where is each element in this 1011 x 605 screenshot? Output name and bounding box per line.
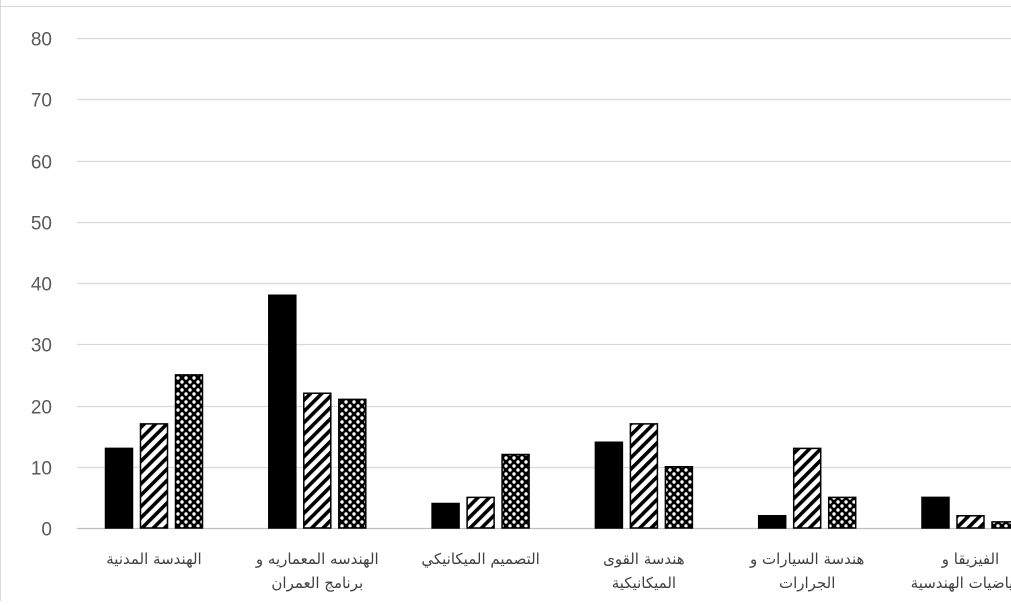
bars [106,295,1011,528]
bar [992,522,1011,528]
x-category-label: هندسة القوى [603,550,685,568]
x-category-label: الفيزيقا و [941,550,999,568]
bar [794,448,821,528]
y-tick-label: 20 [31,398,52,419]
y-axis-tick-labels: 0 10 20 30 40 50 60 70 80 [31,30,52,541]
y-tick-label: 80 [31,30,52,51]
bar [106,448,133,528]
y-tick-label: 70 [31,91,52,112]
x-category-label: الميكانيكية [612,574,676,592]
x-category-label: برنامج العمران [271,574,363,592]
bar [630,424,657,528]
x-category-label: الرياضيات الهندسية [911,574,1011,592]
bar [467,497,494,528]
x-category-label: التصميم الميكانيكي [421,550,540,569]
bar [665,467,692,528]
bar [957,516,984,528]
y-tick-label: 50 [31,214,52,235]
bar [432,504,459,529]
bar [759,516,786,528]
bar [502,455,529,529]
y-tick-label: 0 [41,520,52,541]
y-tick-label: 60 [31,153,52,174]
bar [339,399,366,528]
y-tick-label: 30 [31,336,52,357]
bar [829,497,856,528]
y-tick-label: 40 [31,275,52,296]
gridlines [77,39,1011,529]
x-category-label: الهندسة المدنية [106,550,201,568]
x-axis-category-labels: الهندسة المدنية الهندسه المعماريه و برنامج… [106,550,1011,592]
x-category-label: الجرارات [779,574,835,592]
bar [922,497,949,528]
y-tick-label: 10 [31,459,52,480]
bar [595,442,622,528]
x-category-label: هندسة السيارات و [749,550,865,568]
bar [269,295,296,528]
bar [141,424,168,528]
bar [176,375,203,528]
x-category-label: الهندسه المعماريه و [255,550,379,568]
bar [304,393,331,528]
